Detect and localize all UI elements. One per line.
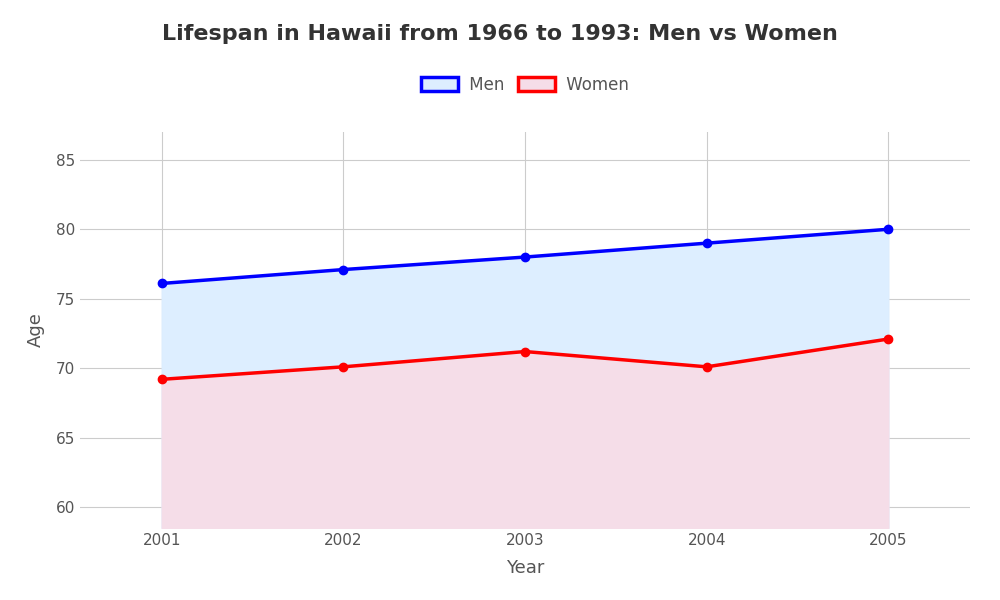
Y-axis label: Age: Age [27,313,45,347]
Legend:  Men,  Women: Men, Women [414,69,636,100]
X-axis label: Year: Year [506,559,544,577]
Text: Lifespan in Hawaii from 1966 to 1993: Men vs Women: Lifespan in Hawaii from 1966 to 1993: Me… [162,24,838,44]
